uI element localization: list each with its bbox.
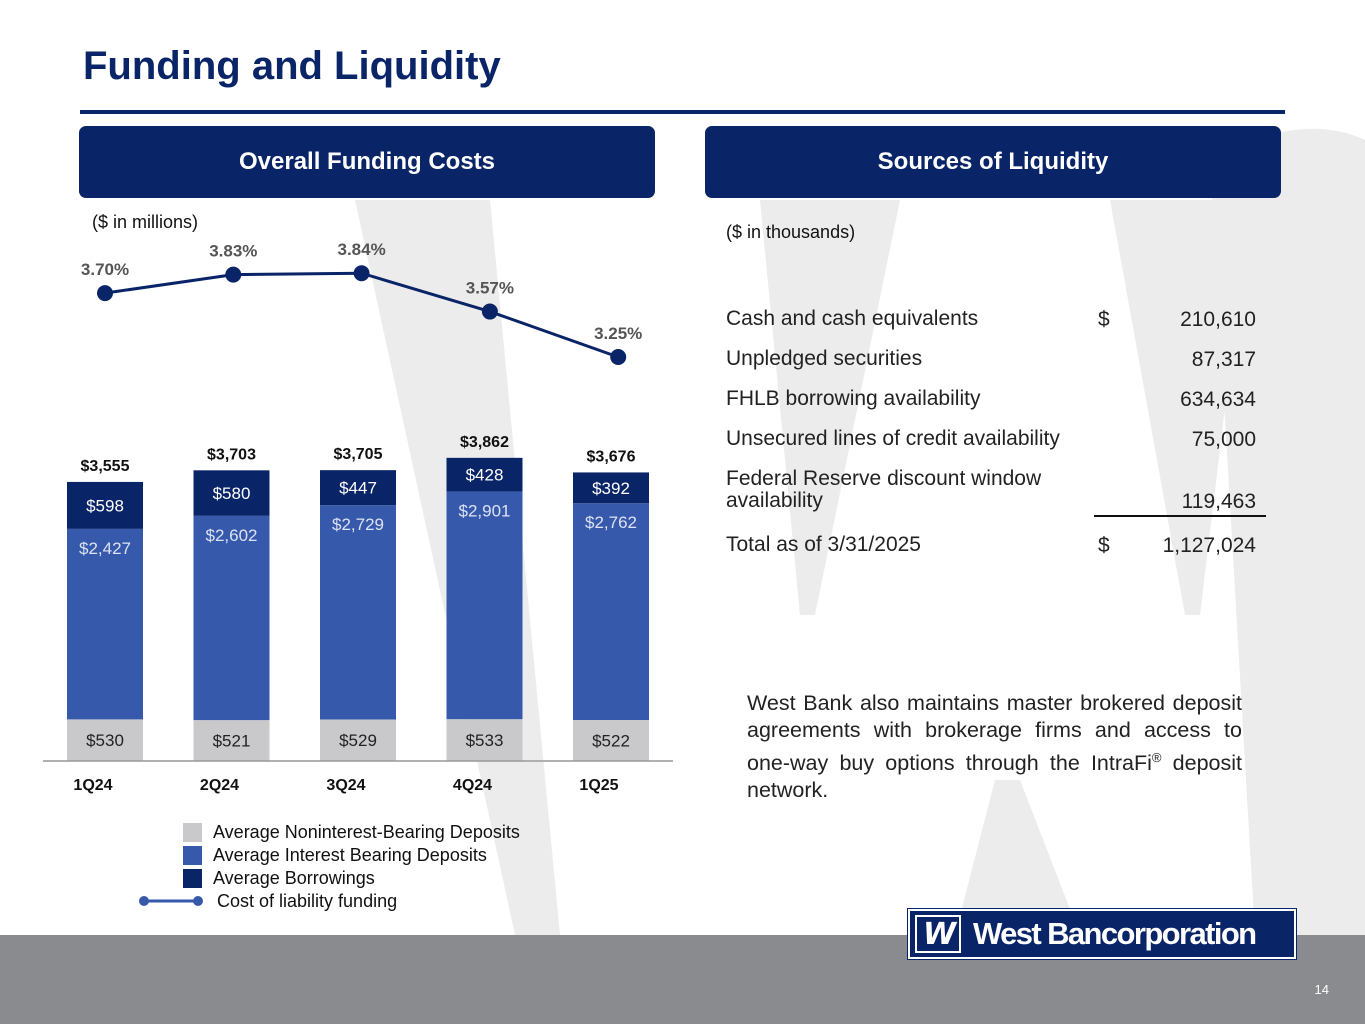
total-label: $3,555 bbox=[81, 458, 130, 475]
liquidity-row-value: 119,463 bbox=[1181, 490, 1256, 513]
bar-segment bbox=[573, 720, 649, 761]
bar-segment bbox=[67, 481, 143, 529]
bar-segment bbox=[193, 720, 270, 761]
cost-line-label: 3.70% bbox=[81, 260, 129, 279]
data-label: $521 bbox=[213, 732, 251, 751]
bar-segment bbox=[446, 719, 523, 761]
cost-line-label: 3.84% bbox=[337, 240, 385, 259]
liquidity-row-label: Unsecured lines of credit availability bbox=[726, 427, 1060, 450]
cost-line-point bbox=[225, 266, 242, 283]
liquidity-row-label: Unpledged securities bbox=[726, 347, 923, 370]
liquidity-row-label: Federal Reserve discount window availabi… bbox=[726, 467, 1042, 512]
note-text-end: deposit network. bbox=[747, 751, 1242, 803]
registered-mark: ® bbox=[1151, 750, 1162, 765]
liquidity-row-value: 634,634 bbox=[1180, 388, 1256, 411]
data-label: $392 bbox=[592, 479, 630, 498]
bar-segment bbox=[193, 515, 270, 721]
millions-unit-note: ($ in millions) bbox=[92, 212, 199, 232]
cost-line-point bbox=[353, 265, 370, 282]
legend-label-borrowings: Average Borrowings bbox=[213, 867, 375, 888]
data-label: $2,901 bbox=[459, 501, 511, 520]
cost-line-point bbox=[610, 349, 627, 365]
logo-w-mark: W bbox=[915, 915, 961, 953]
bar-segment bbox=[67, 719, 143, 761]
liquidity-total-value: 1,127,024 bbox=[1162, 534, 1256, 557]
bar-segment bbox=[320, 470, 396, 506]
total-divider bbox=[1094, 515, 1266, 517]
thousands-unit-note: ($ in thousands) bbox=[726, 222, 856, 242]
legend-label-cost-line: Cost of liability funding bbox=[217, 890, 398, 911]
legend-item-cost-line: Cost of liability funding bbox=[139, 891, 397, 911]
cost-line-label: 3.25% bbox=[594, 324, 642, 343]
x-tick-label: 1Q24 bbox=[73, 777, 112, 794]
brokered-deposit-note: West Bank also maintains master brokered… bbox=[747, 690, 1242, 804]
cost-line-label: 3.83% bbox=[209, 242, 257, 261]
data-label: $428 bbox=[466, 466, 504, 485]
total-label: $3,703 bbox=[207, 446, 256, 463]
funding-cost-chart: $530 $2,427 $598 $3,555 1Q24 $521 $2,602 $580 $3… bbox=[43, 240, 673, 794]
liquidity-row-value: 75,000 bbox=[1191, 428, 1256, 451]
x-tick-label: 3Q24 bbox=[326, 777, 365, 794]
legend-label-interest-bearing: Average Interest Bearing Deposits bbox=[213, 844, 487, 865]
overall-funding-costs-header: Overall Funding Costs bbox=[79, 126, 655, 198]
logo-wordmark: West Bancorporation bbox=[973, 916, 1257, 951]
liquidity-row-label: FHLB borrowing availability bbox=[726, 387, 981, 410]
page-number: 14 bbox=[1314, 982, 1329, 997]
legend-item-borrowings: Average Borrowings bbox=[183, 868, 375, 888]
bar-segment bbox=[67, 528, 143, 720]
data-label: $2,729 bbox=[332, 515, 384, 534]
title-divider bbox=[80, 110, 1285, 114]
cost-line-point bbox=[97, 285, 113, 302]
data-label: $530 bbox=[86, 731, 124, 750]
data-label: $2,427 bbox=[79, 539, 131, 558]
cost-line-label: 3.57% bbox=[466, 279, 514, 298]
total-label: $3,676 bbox=[587, 448, 636, 465]
data-label: $529 bbox=[339, 731, 377, 750]
bar-segment bbox=[446, 457, 523, 492]
west-bancorporation-logo: W West Bancorporation bbox=[907, 908, 1297, 960]
legend-item-noninterest: Average Noninterest-Bearing Deposits bbox=[183, 822, 520, 842]
liquidity-row-value: 87,317 bbox=[1191, 348, 1256, 371]
x-tick-label: 4Q24 bbox=[453, 777, 492, 794]
legend-item-interest-bearing: Average Interest Bearing Deposits bbox=[183, 845, 487, 865]
page-title: Funding and Liquidity bbox=[83, 44, 501, 88]
liquidity-row-currency: $ bbox=[1098, 308, 1110, 331]
bar-segment bbox=[573, 503, 649, 721]
sources-of-liquidity-header: Sources of Liquidity bbox=[705, 126, 1281, 198]
legend-line-icon bbox=[139, 896, 203, 906]
data-label: $447 bbox=[339, 479, 377, 498]
cost-line-point bbox=[481, 303, 498, 320]
data-label: $533 bbox=[466, 731, 504, 750]
data-label: $2,762 bbox=[585, 513, 637, 532]
legend-swatch-interest-bearing bbox=[183, 845, 202, 865]
data-label: $580 bbox=[213, 484, 251, 503]
bar-segment bbox=[193, 470, 270, 516]
liquidity-row-label: Cash and cash equivalents bbox=[726, 307, 979, 330]
bar-segment bbox=[573, 472, 649, 504]
legend-swatch-borrowings bbox=[183, 868, 202, 888]
liquidity-total-label: Total as of 3/31/2025 bbox=[726, 533, 921, 556]
liquidity-row-value: 210,610 bbox=[1180, 308, 1256, 331]
bar-segment bbox=[320, 505, 396, 720]
data-label: $2,602 bbox=[206, 526, 258, 545]
data-label: $522 bbox=[592, 732, 630, 751]
data-label: $598 bbox=[86, 496, 124, 515]
cost-line-series bbox=[104, 271, 619, 359]
total-label: $3,862 bbox=[460, 434, 509, 451]
legend-swatch-noninterest bbox=[183, 822, 202, 842]
liquidity-total-currency: $ bbox=[1098, 534, 1110, 557]
bar-segment bbox=[446, 491, 523, 720]
bar-segment bbox=[320, 719, 396, 761]
x-tick-label: 1Q25 bbox=[579, 777, 618, 794]
total-label: $3,705 bbox=[334, 446, 383, 463]
x-tick-label: 2Q24 bbox=[200, 777, 239, 794]
note-text: West Bank also maintains master brokered… bbox=[747, 691, 1242, 776]
legend-label-noninterest: Average Noninterest-Bearing Deposits bbox=[213, 821, 520, 842]
